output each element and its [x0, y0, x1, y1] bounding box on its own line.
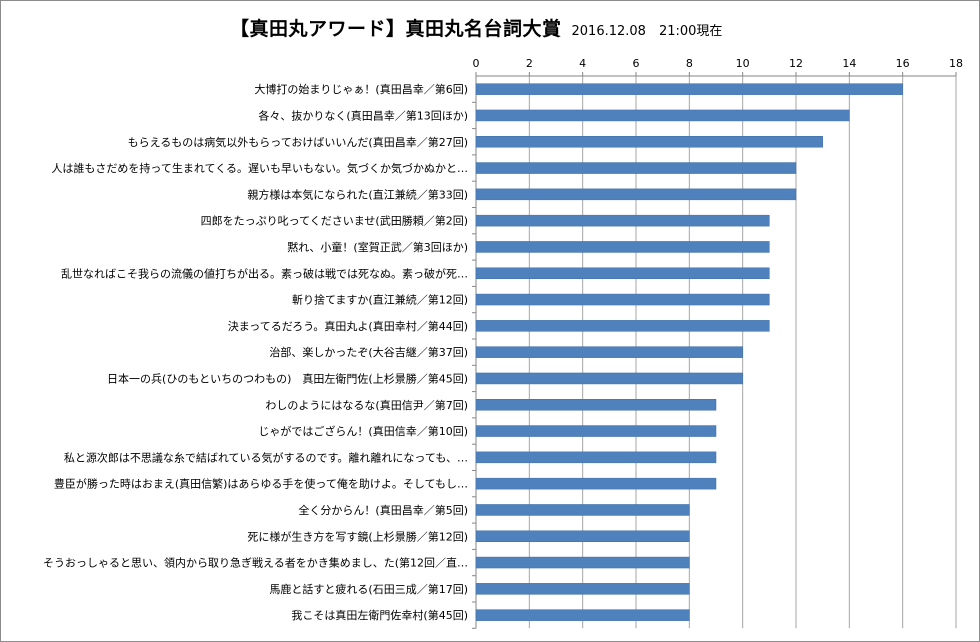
bar: [475, 188, 797, 201]
category-label: わしのようにはなるな(真田信尹／第7回): [265, 398, 468, 412]
category-label: 親方様は本気になられた(直江兼続／第33回): [247, 187, 468, 201]
category-label: 馬鹿と話すと疲れる(石田三成／第17回): [269, 582, 468, 596]
category-label: そうおっしゃると思い、領内から取り急ぎ戦える者をかき集めまし、た(第12回／直…: [43, 556, 468, 570]
bar: [475, 609, 690, 621]
x-tick-label: 10: [736, 57, 750, 70]
bar: [475, 372, 743, 385]
bar: [475, 399, 717, 411]
x-tick-label: 0: [473, 57, 480, 70]
bar: [475, 267, 770, 279]
bar: [475, 293, 770, 306]
category-label: 人は誰もさだめを持って生まれてくる。遅いも早いもない。気づくか気づかぬかと…: [51, 161, 468, 175]
category-label: 治部、楽しかったぞ(大谷吉継／第37回): [269, 345, 468, 359]
category-label: 我こそは真田左衛門佐幸村(第45回): [291, 608, 468, 622]
bar: [475, 425, 717, 437]
x-tick-label: 4: [579, 57, 586, 70]
category-label: 日本一の兵(ひのもといちのつわもの) 真田左衛門佐(上杉景勝／第45回): [107, 371, 468, 385]
bar: [475, 109, 850, 122]
chart-subtitle: 2016.12.08 21:00現在: [571, 24, 723, 39]
chart-title-block: 【真田丸アワード】真田丸名台詞大賞 2016.12.08 21:00現在: [230, 14, 722, 44]
category-label: 大博打の始まりじゃぁ！(真田昌幸／第6回): [254, 82, 468, 96]
category-label: 全く分からん！(真田昌幸／第5回): [298, 503, 468, 517]
category-label: もらえるものは病気以外もらっておけばいいんだ(真田昌幸／第27回): [128, 135, 468, 149]
category-label: 乱世なればこそ我らの流儀の値打ちが出る。素っ破は戦では死なぬ。素っ破が死…: [61, 266, 468, 280]
category-label: 黙れ、小童！(室賀正武／第3回ほか): [287, 240, 468, 254]
x-tick-label: 6: [633, 57, 640, 70]
category-label: 斬り捨てますか(直江兼続／第12回): [292, 293, 468, 307]
x-tick-label: 2: [526, 57, 533, 70]
chart-title: 【真田丸アワード】真田丸名台詞大賞: [230, 18, 562, 40]
category-label: 決まってるだろう。真田丸よ(真田幸村／第44回): [228, 319, 468, 333]
bar: [475, 83, 903, 95]
category-label: 豊臣が勝った時はおまえ(真田信繁)はあらゆる手を使って俺を助けよ。そしてもし…: [54, 477, 468, 491]
category-label: 各々、抜かりなく(真田昌幸／第13回ほか): [258, 108, 468, 122]
category-label: じゃがではござらん！(真田信幸／第10回): [258, 424, 468, 438]
bar: [475, 556, 690, 569]
x-tick-label: 12: [789, 57, 803, 70]
bar: [475, 241, 770, 253]
bar: [475, 162, 797, 174]
bar: [475, 346, 743, 358]
x-tick-label: 18: [949, 57, 963, 70]
bar: [475, 477, 717, 490]
category-label: 死に様が生き方を写す鏡(上杉景勝／第12回): [247, 529, 468, 543]
category-label: 私と源次郎は不思議な糸で結ばれている気がするのです。離れ離れになっても、…: [64, 450, 468, 464]
bar: [475, 451, 717, 464]
x-tick-label: 8: [686, 57, 693, 70]
bar: [475, 136, 823, 148]
bar: [475, 583, 690, 595]
category-label: 四郎をたっぷり叱ってくださいませ(武田勝頼／第2回): [201, 214, 468, 228]
x-tick-label: 16: [896, 57, 910, 70]
bar: [475, 504, 690, 516]
bar: [475, 214, 770, 227]
x-tick-label: 14: [842, 57, 856, 70]
bar: [475, 530, 690, 542]
bar: [475, 320, 770, 332]
